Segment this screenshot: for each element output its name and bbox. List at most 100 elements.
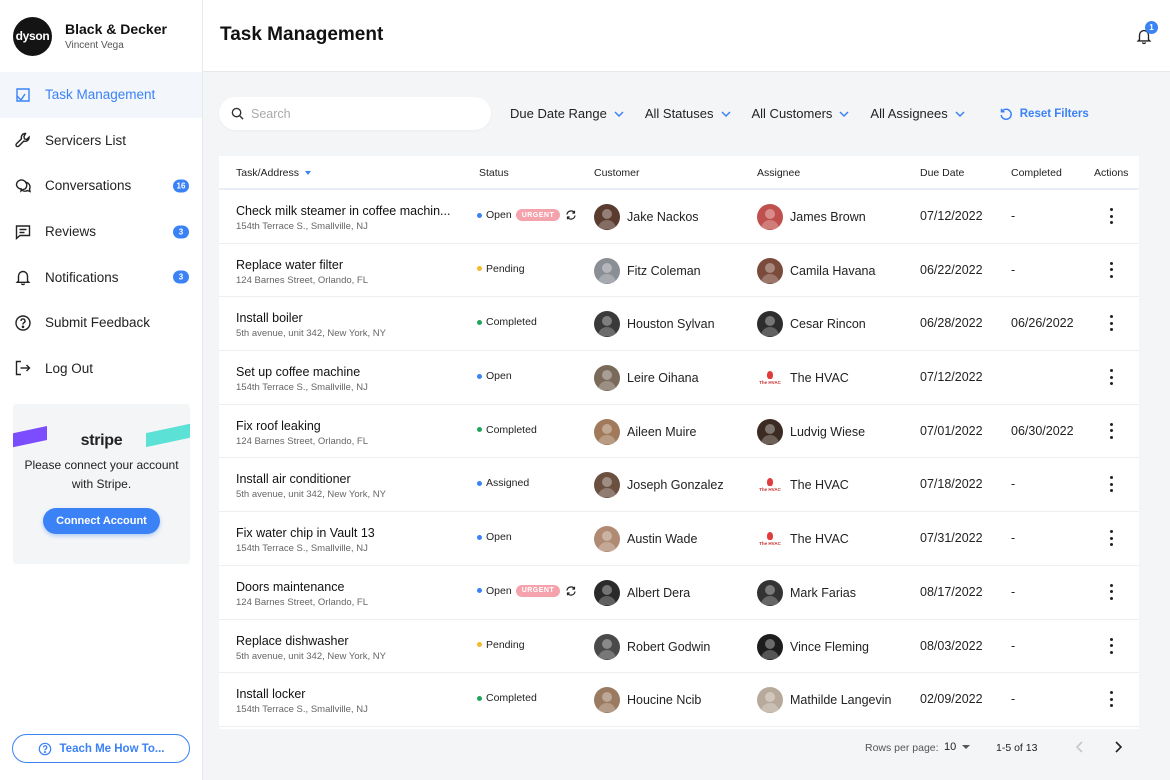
status-badge: Completed xyxy=(477,316,537,328)
assignee[interactable]: The HVAC The HVAC xyxy=(757,365,849,391)
connect-account-button[interactable]: Connect Account xyxy=(43,508,160,534)
due-date: 07/18/2022 xyxy=(920,477,983,492)
help-icon xyxy=(14,314,32,332)
more-actions-icon[interactable] xyxy=(1105,691,1117,708)
stripe-card: stripe Please connect your account with … xyxy=(13,404,190,564)
customer[interactable]: Austin Wade xyxy=(594,526,697,553)
customer[interactable]: Leire Oihana xyxy=(594,365,699,392)
assignee[interactable]: Vince Fleming xyxy=(757,633,869,660)
sidebar-item-notifications[interactable]: Notifications 3 xyxy=(0,254,202,300)
column-completed: Completed xyxy=(1011,167,1062,179)
status-label: Open xyxy=(486,209,512,221)
customer-avatar xyxy=(594,257,620,284)
sidebar-item-reviews[interactable]: Reviews 3 xyxy=(0,209,202,255)
table-row[interactable]: Install air conditioner 5th avenue, unit … xyxy=(219,458,1139,513)
more-actions-icon[interactable] xyxy=(1105,369,1117,386)
rows-per-page-select[interactable]: 10 xyxy=(944,741,971,753)
customer[interactable]: Fitz Coleman xyxy=(594,257,701,284)
assignee[interactable]: Ludvig Wiese xyxy=(757,418,865,445)
notification-badge: 1 xyxy=(1145,21,1158,34)
teach-me-button[interactable]: Teach Me How To... xyxy=(12,734,190,763)
status-badge: Pending xyxy=(477,639,525,651)
due-date: 06/22/2022 xyxy=(920,262,983,277)
customer[interactable]: Aileen Muire xyxy=(594,418,696,445)
more-actions-icon[interactable] xyxy=(1105,530,1117,547)
task-address: 5th avenue, unit 342, New York, NY xyxy=(236,650,386,662)
table-row[interactable]: Fix roof leaking 124 Barnes Street, Orlan… xyxy=(219,405,1139,459)
table-row[interactable]: Doors maintenance 124 Barnes Street, Orla… xyxy=(219,566,1139,620)
table-row[interactable]: Replace water filter 124 Barnes Street, O… xyxy=(219,244,1139,298)
table-row[interactable]: Install boiler 5th avenue, unit 342, New … xyxy=(219,297,1139,352)
due-date-filter[interactable]: Due Date Range xyxy=(510,106,625,121)
more-actions-icon[interactable] xyxy=(1105,261,1117,278)
assignee[interactable]: Mathilde Langevin xyxy=(757,687,891,714)
customer[interactable]: Houcine Ncib xyxy=(594,687,701,714)
sidebar-item-conversations[interactable]: Conversations 16 xyxy=(0,163,202,209)
company-name: Black & Decker xyxy=(65,21,167,37)
sidebar-item-log-out[interactable]: Log Out xyxy=(0,346,202,392)
more-actions-icon[interactable] xyxy=(1105,583,1117,600)
customer[interactable]: Joseph Gonzalez xyxy=(594,472,724,499)
column-task[interactable]: Task/Address xyxy=(236,167,312,179)
chevron-left-icon[interactable] xyxy=(1072,739,1088,755)
due-date: 07/12/2022 xyxy=(920,370,983,385)
status-label: Completed xyxy=(486,423,537,436)
customer-name: Robert Godwin xyxy=(627,639,711,654)
completed-date: 06/26/2022 xyxy=(1011,316,1074,331)
task-address: 124 Barnes Street, Orlando, FL xyxy=(236,435,369,447)
assignee-avatar xyxy=(757,257,783,284)
count-badge: 3 xyxy=(173,225,189,239)
chevron-right-icon[interactable] xyxy=(1110,739,1126,755)
page-range: 1-5 of 13 xyxy=(996,742,1038,754)
sidebar-item-submit-feedback[interactable]: Submit Feedback xyxy=(0,300,202,346)
customer[interactable]: Houston Sylvan xyxy=(594,311,715,338)
caret-down-icon xyxy=(962,745,971,749)
review-icon xyxy=(14,223,32,241)
assignee-name: Camila Havana xyxy=(790,263,876,278)
assignee[interactable]: The HVAC The HVAC xyxy=(757,526,849,552)
assignee[interactable]: James Brown xyxy=(757,204,866,230)
assignee[interactable]: Camila Havana xyxy=(757,257,876,284)
status-badge: Completed xyxy=(477,424,537,436)
status-badge: Open xyxy=(477,531,512,543)
recurring-icon xyxy=(566,586,576,596)
column-due-date: Due Date xyxy=(920,167,965,179)
sidebar-item-servicers-list[interactable]: Servicers List xyxy=(0,118,202,164)
reset-filters-button[interactable]: Reset Filters xyxy=(999,107,1089,121)
reset-filters-label: Reset Filters xyxy=(1019,107,1089,120)
table-row[interactable]: Check milk steamer in coffee machin... 15… xyxy=(219,190,1139,244)
customer[interactable]: Jake Nackos xyxy=(594,204,699,230)
more-actions-icon[interactable] xyxy=(1105,476,1117,493)
assignee-name: The HVAC xyxy=(790,478,849,493)
more-actions-icon[interactable] xyxy=(1105,422,1117,439)
search-input[interactable] xyxy=(251,106,471,121)
status-dot xyxy=(477,642,482,647)
more-actions-icon[interactable] xyxy=(1105,637,1117,654)
assignee[interactable]: Cesar Rincon xyxy=(757,311,866,338)
due-date: 07/31/2022 xyxy=(920,531,983,546)
customer[interactable]: Robert Godwin xyxy=(594,633,711,660)
assignee[interactable]: Mark Farias xyxy=(757,579,856,606)
status-label: Pending xyxy=(486,638,525,651)
customer-filter[interactable]: All Customers xyxy=(752,106,851,121)
assignee[interactable]: The HVAC The HVAC xyxy=(757,472,849,498)
task-title: Replace dishwasher xyxy=(236,633,349,648)
status-dot xyxy=(477,480,482,486)
task-icon xyxy=(14,86,32,104)
task-title: Check milk steamer in coffee machin... xyxy=(236,204,451,218)
task-address: 154th Terrace S., Smallville, NJ xyxy=(236,382,368,394)
status-filter[interactable]: All Statuses xyxy=(645,106,732,121)
table-row[interactable]: Set up coffee machine 154th Terrace S., S… xyxy=(219,351,1139,405)
completed-date: 06/30/2022 xyxy=(1011,423,1074,438)
customer-avatar xyxy=(594,311,620,338)
table-row[interactable]: Fix water chip in Vault 13 154th Terrace … xyxy=(219,512,1139,566)
customer[interactable]: Albert Dera xyxy=(594,579,690,606)
more-actions-icon[interactable] xyxy=(1105,315,1117,332)
sidebar-item-label: Notifications xyxy=(45,269,119,285)
table-row[interactable]: Install locker 154th Terrace S., Smallvil… xyxy=(219,673,1139,727)
table-row[interactable]: Replace dishwasher 5th avenue, unit 342, … xyxy=(219,620,1139,674)
more-actions-icon[interactable] xyxy=(1105,208,1117,224)
assignee-filter[interactable]: All Assignees xyxy=(870,106,965,121)
sidebar-item-task-management[interactable]: Task Management xyxy=(0,72,202,118)
assignee-avatar xyxy=(757,687,783,714)
